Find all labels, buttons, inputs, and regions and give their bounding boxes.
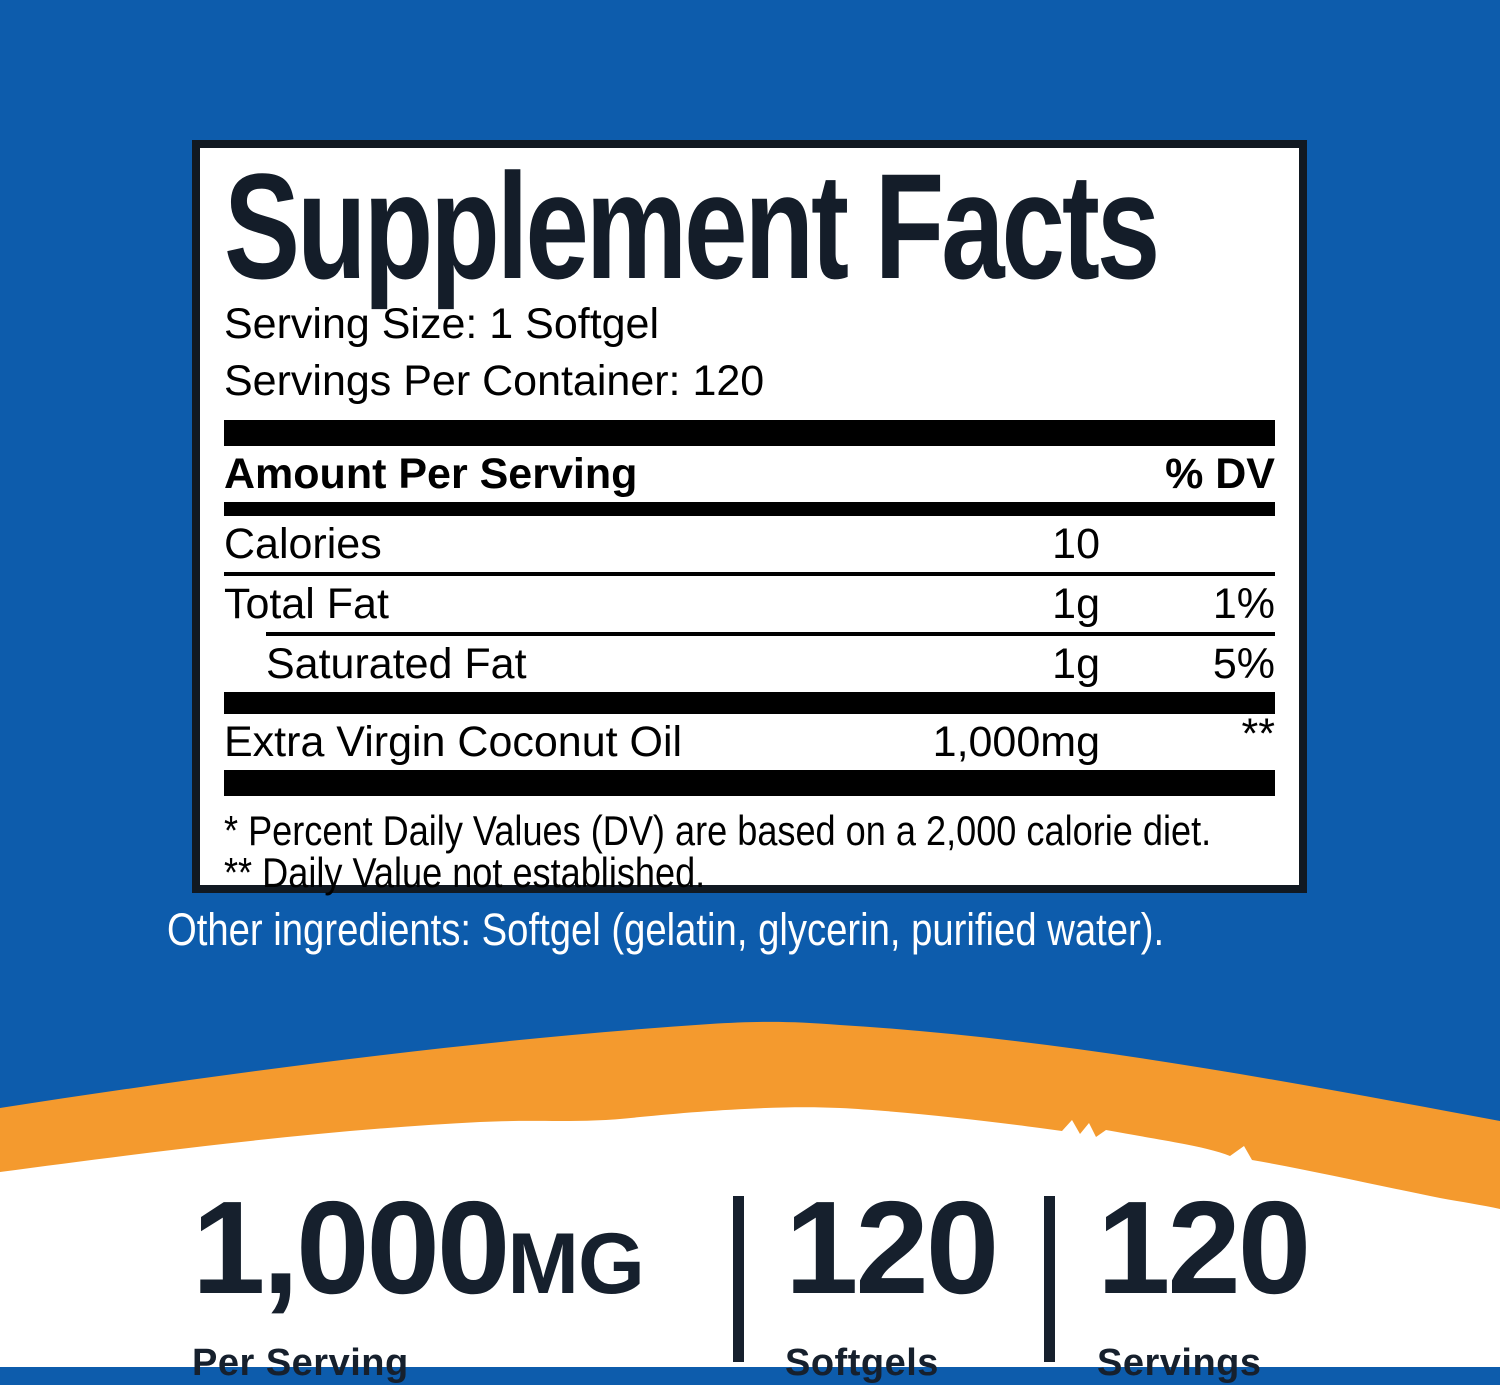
panel-title: Supplement Facts xyxy=(224,142,1160,310)
row-separator xyxy=(224,572,1275,576)
stat-value: 120 xyxy=(1097,1182,1311,1320)
stat-servings: 120 Servings xyxy=(1097,1182,1311,1385)
table-row-saturated-fat: Saturated Fat 1g 5% xyxy=(224,636,1275,692)
thick-divider-bar xyxy=(224,420,1275,446)
thick-divider-bar xyxy=(224,770,1275,796)
servings-per-container-line: Servings Per Container: 120 xyxy=(224,357,765,405)
stat-label: Per Serving xyxy=(192,1342,409,1384)
stat-unit: MG xyxy=(507,1216,645,1312)
stat-number: 120 xyxy=(785,1174,999,1321)
footnote-dv-not-established: ** Daily Value not established. xyxy=(224,849,706,896)
footnote-daily-values: * Percent Daily Values (DV) are based on… xyxy=(224,807,1212,854)
other-ingredients-line: Other ingredients: Softgel (gelatin, gly… xyxy=(167,904,1165,955)
table-row-coconut-oil: Extra Virgin Coconut Oil 1,000mg ** xyxy=(224,710,1275,770)
column-header-row: Amount Per Serving % DV xyxy=(224,446,1275,502)
percent-dv-header: % DV xyxy=(1165,449,1275,498)
stat-softgels: 120 Softgels xyxy=(785,1182,999,1385)
orange-brush-wave xyxy=(0,1021,1500,1367)
stat-per-serving: 1,000MG Per Serving xyxy=(192,1182,645,1385)
row-dv: 1% xyxy=(1212,579,1275,628)
row-amount: 1g xyxy=(1052,639,1100,688)
row-name: Calories xyxy=(224,519,382,568)
row-amount: 1,000mg xyxy=(932,717,1100,766)
row-amount: 1g xyxy=(1052,579,1100,628)
thick-divider-bar xyxy=(224,692,1275,714)
row-separator-indented xyxy=(266,632,1275,636)
stat-label: Servings xyxy=(1097,1342,1262,1384)
stat-value: 1,000MG xyxy=(192,1182,645,1320)
stat-value: 120 xyxy=(785,1182,999,1320)
stat-number: 1,000 xyxy=(192,1174,510,1321)
amount-per-serving-header: Amount Per Serving xyxy=(224,449,638,498)
row-name: Saturated Fat xyxy=(266,639,527,688)
thin-divider-bar xyxy=(224,502,1275,516)
white-bottom-shape xyxy=(0,1107,1500,1367)
row-dv: ** xyxy=(1241,710,1275,758)
supplement-facts-panel: Supplement Facts Serving Size: 1 Softgel… xyxy=(192,140,1307,896)
serving-size-line: Serving Size: 1 Softgel xyxy=(224,300,660,348)
stat-divider xyxy=(733,1196,744,1362)
stat-number: 120 xyxy=(1097,1174,1311,1321)
table-row-total-fat: Total Fat 1g 1% xyxy=(224,576,1275,632)
row-name: Extra Virgin Coconut Oil xyxy=(224,717,683,766)
row-amount: 10 xyxy=(1052,519,1100,568)
table-row-calories: Calories 10 xyxy=(224,516,1275,572)
row-dv: 5% xyxy=(1212,639,1275,688)
stat-divider xyxy=(1044,1196,1055,1362)
stat-label: Softgels xyxy=(785,1342,939,1384)
row-name: Total Fat xyxy=(224,579,389,628)
